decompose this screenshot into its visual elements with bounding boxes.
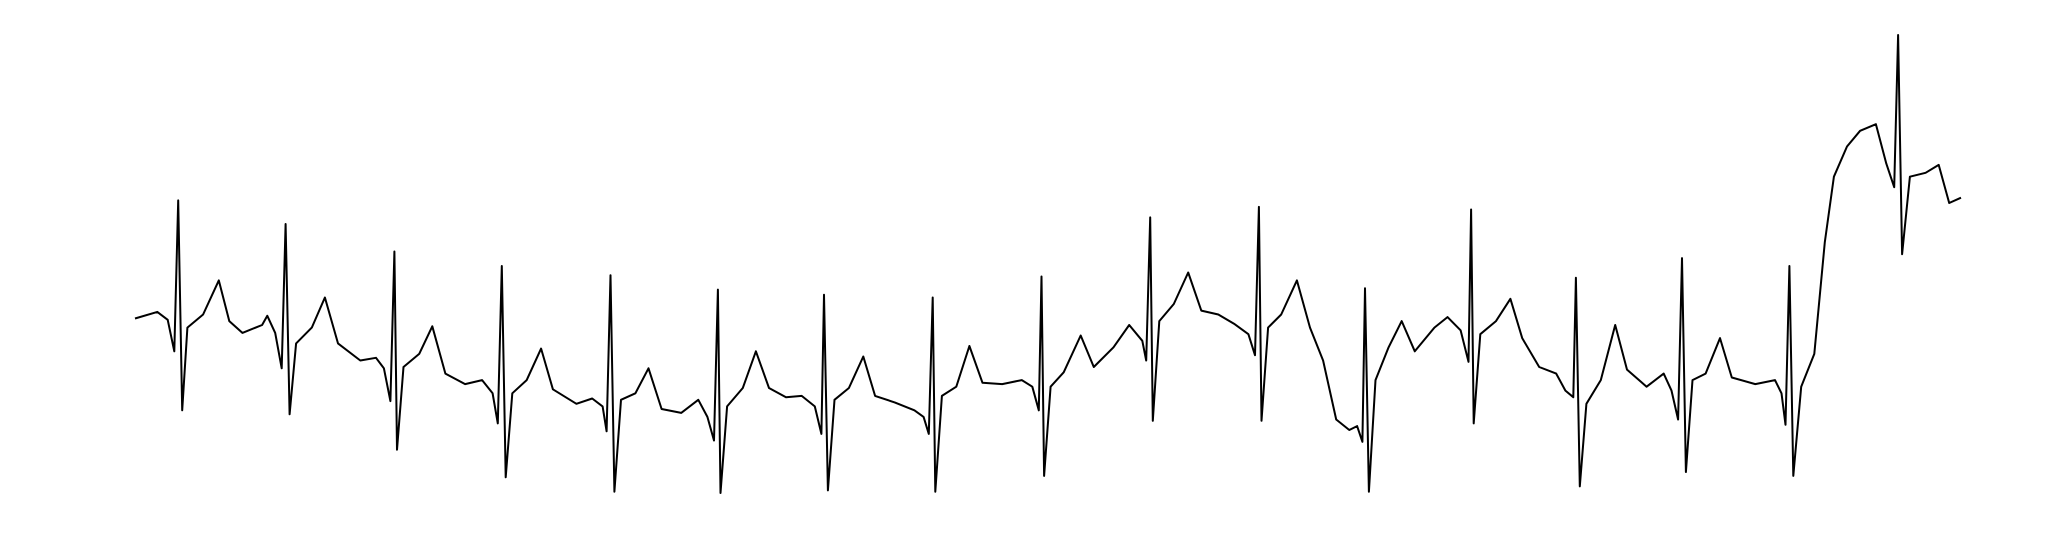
- ecg-trace: [134, 34, 1962, 494]
